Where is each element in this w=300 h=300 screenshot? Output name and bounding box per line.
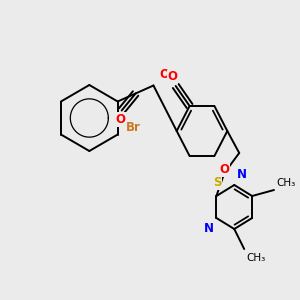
Text: O: O [219, 163, 230, 176]
Text: Br: Br [126, 121, 141, 134]
Text: N: N [203, 222, 213, 235]
Text: O: O [116, 113, 126, 126]
Text: O: O [159, 68, 170, 80]
Text: N: N [237, 168, 247, 181]
Text: S: S [213, 176, 221, 189]
Text: O: O [168, 70, 178, 83]
Text: CH₃: CH₃ [276, 178, 295, 188]
Text: CH₃: CH₃ [246, 253, 266, 263]
